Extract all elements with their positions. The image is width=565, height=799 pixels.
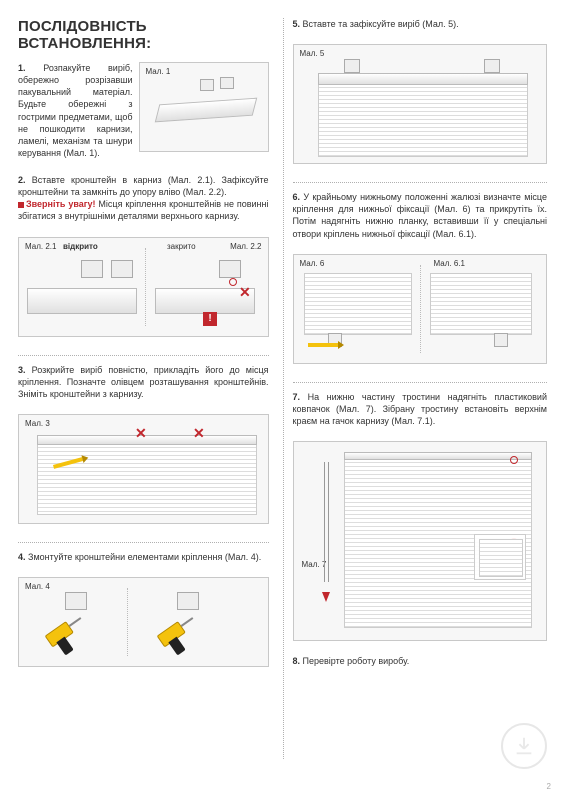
figure-3-label: Мал. 3 <box>25 419 50 428</box>
step-4-body: Змонтуйте кронштейни елементами кріпленн… <box>28 552 261 562</box>
step-4: 4. Змонтуйте кронштейни елементами кріпл… <box>18 551 269 563</box>
step-1-body: Розпакуйте виріб, обережно розрізавши па… <box>18 63 133 158</box>
step-3-text: 3. Розкрийте виріб повністю, прикладіть … <box>18 364 269 400</box>
step-4-num: 4. <box>18 552 26 562</box>
separator <box>18 355 269 356</box>
step-6-num: 6. <box>293 192 301 202</box>
step-2: 2. Вставте кронштейн в карниз (Мал. 2.1)… <box>18 174 269 223</box>
x-mark-icon: ✕ <box>193 425 205 442</box>
left-column: ПОСЛІДОВНІСТЬ ВСТАНОВЛЕННЯ: 1. Розпакуйт… <box>0 0 283 799</box>
open-label: відкрито <box>63 242 98 251</box>
figure-4-label: Мал. 4 <box>25 582 50 591</box>
step-3-num: 3. <box>18 365 26 375</box>
step-1: 1. Розпакуйте виріб, обережно розрізавши… <box>18 62 269 166</box>
warning-badge: ! <box>203 312 217 326</box>
figure-5-label: Мал. 5 <box>300 49 325 58</box>
drill-icon <box>157 613 206 659</box>
x-mark-icon: ✕ <box>135 425 147 442</box>
figure-1: Мал. 1 <box>139 62 269 152</box>
step-5: 5. Вставте та зафіксуйте виріб (Мал. 5). <box>293 18 548 30</box>
figure-6-label: Мал. 6 <box>300 259 325 268</box>
step-2-text: 2. Вставте кронштейн в карниз (Мал. 2.1)… <box>18 174 269 198</box>
step-3: 3. Розкрийте виріб повністю, прикладіть … <box>18 364 269 400</box>
tassel-icon <box>322 592 330 602</box>
separator <box>293 182 548 183</box>
separator <box>293 382 548 383</box>
step-8-body: Перевірте роботу виробу. <box>303 656 410 666</box>
pencil-icon <box>308 343 338 347</box>
step-7-num: 7. <box>293 392 301 402</box>
page-number: 2 <box>547 782 551 791</box>
x-mark-icon: ✕ <box>239 284 251 301</box>
step-7-body: На нижню частину тростини надягніть плас… <box>293 392 548 426</box>
column-divider <box>283 18 284 759</box>
step-7-text: 7. На нижню частину тростини надягніть п… <box>293 391 548 427</box>
step-3-body: Розкрийте виріб повністю, прикладіть йог… <box>18 365 269 399</box>
warning-prefix: Зверніть увагу! <box>26 199 96 209</box>
step-6-body: У крайньому нижньому положенні жалюзі ви… <box>293 192 548 238</box>
figure-2-1-label: Мал. 2.1 <box>25 242 56 251</box>
figure-6: Мал. 6 Мал. 6.1 <box>293 254 548 364</box>
step-2-num: 2. <box>18 175 26 185</box>
figure-5: Мал. 5 <box>293 44 548 164</box>
closed-label: закрито <box>167 242 196 251</box>
figure-3: Мал. 3 ✕ ✕ <box>18 414 269 524</box>
drill-icon <box>45 613 94 659</box>
figure-7: Мал. 7 Мал. 7.1 <box>293 441 548 641</box>
step-8: 8. Перевірте роботу виробу. <box>293 655 548 667</box>
figure-2-2-label: Мал. 2.2 <box>230 242 261 251</box>
step-6: 6. У крайньому нижньому положенні жалюзі… <box>293 191 548 240</box>
figure-2: Мал. 2.1 відкрито закрито Мал. 2.2 ! ✕ <box>18 237 269 337</box>
step-2-warning: Зверніть увагу! Місця кріплення кронштей… <box>18 198 269 222</box>
watermark-icon <box>501 723 547 769</box>
warning-icon <box>18 202 24 208</box>
step-5-text: 5. Вставте та зафіксуйте виріб (Мал. 5). <box>293 18 548 30</box>
step-4-text: 4. Змонтуйте кронштейни елементами кріпл… <box>18 551 269 563</box>
step-7: 7. На нижню частину тростини надягніть п… <box>293 391 548 427</box>
page-title: ПОСЛІДОВНІСТЬ ВСТАНОВЛЕННЯ: <box>18 18 269 52</box>
separator <box>18 542 269 543</box>
figure-1-label: Мал. 1 <box>146 67 171 76</box>
right-column: 5. Вставте та зафіксуйте виріб (Мал. 5).… <box>283 0 565 799</box>
step-1-num: 1. <box>18 63 26 73</box>
step-5-body: Вставте та зафіксуйте виріб (Мал. 5). <box>303 19 459 29</box>
step-5-num: 5. <box>293 19 301 29</box>
step-8-text: 8. Перевірте роботу виробу. <box>293 655 548 667</box>
figure-4: Мал. 4 <box>18 577 269 667</box>
figure-6-1-label: Мал. 6.1 <box>434 259 465 268</box>
step-8-num: 8. <box>293 656 301 666</box>
step-6-text: 6. У крайньому нижньому положенні жалюзі… <box>293 191 548 240</box>
step-2-body: Вставте кронштейн в карниз (Мал. 2.1). З… <box>18 175 269 197</box>
step-1-text: 1. Розпакуйте виріб, обережно розрізавши… <box>18 62 133 166</box>
